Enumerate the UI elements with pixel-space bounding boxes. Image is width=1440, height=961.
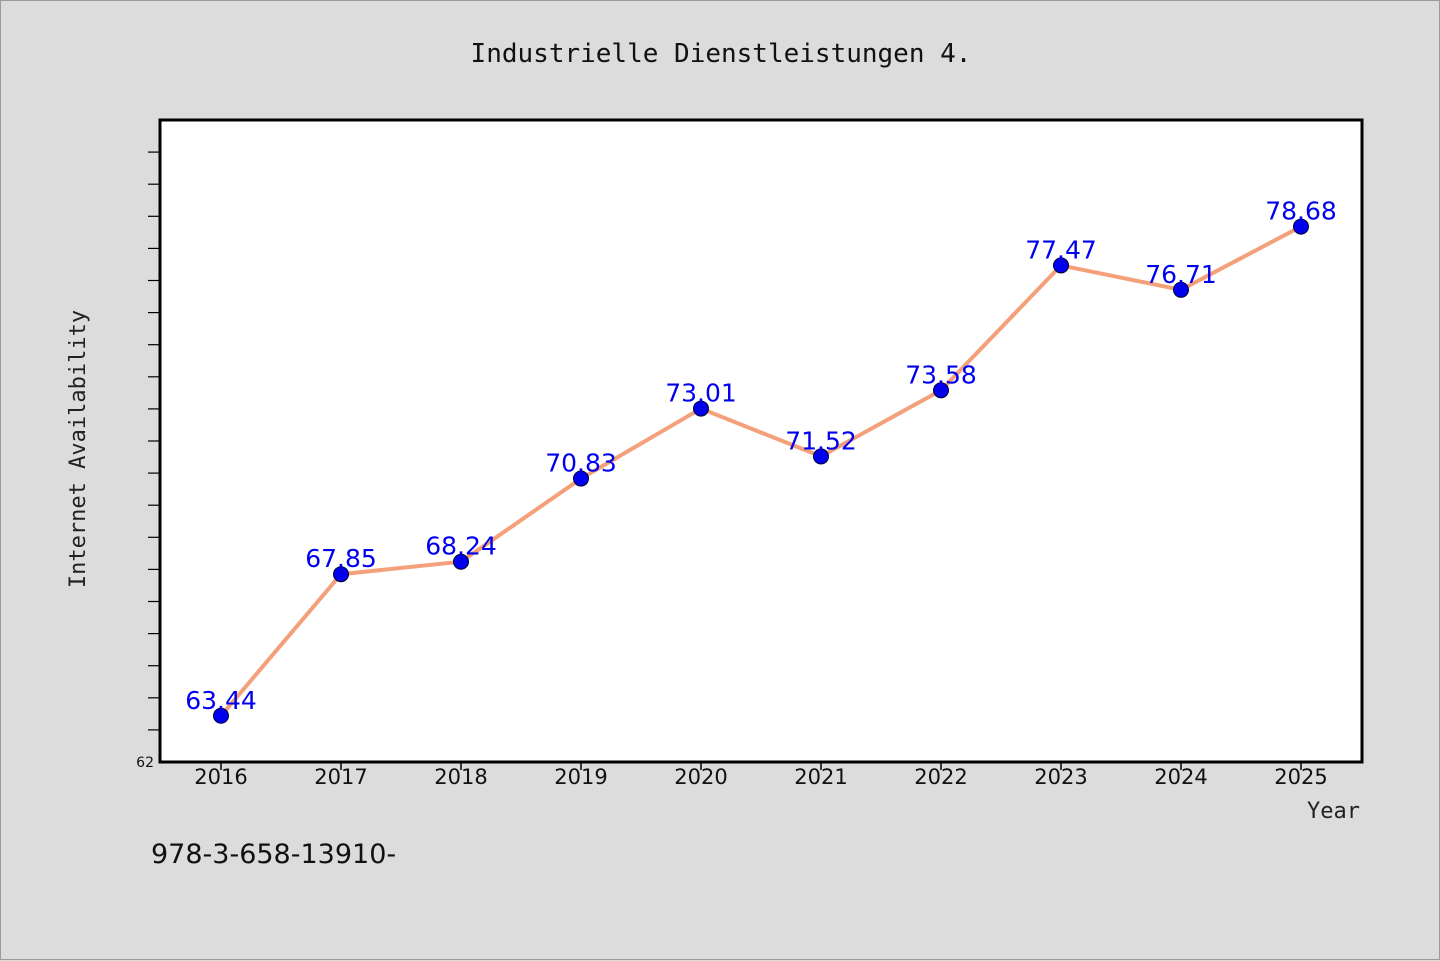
data-label: 77.47 (1025, 235, 1097, 264)
data-label: 73.01 (665, 379, 737, 408)
x-tick-label: 2024 (1154, 765, 1207, 789)
series-line (219, 224, 1303, 718)
data-label: 71.52 (785, 426, 857, 455)
plot-area (158, 118, 1364, 764)
chart-title: Industrielle Dienstleistungen 4. (471, 39, 972, 69)
series-group: 63.44 67.85 68.24 70.83 73.01 71.52 73.58 77.47… (185, 197, 1337, 724)
data-label: 78.68 (1265, 197, 1337, 226)
x-tick-label: 2023 (1034, 765, 1087, 789)
data-point-marker (213, 707, 229, 724)
data-label: 68.24 (425, 532, 497, 561)
x-tick-label: 2019 (554, 765, 607, 789)
data-label: 76.71 (1145, 260, 1217, 289)
data-point-marker (1293, 218, 1309, 235)
footer-isbn-text: 978-3-658-13910- (151, 839, 396, 870)
data-point-marker (453, 553, 469, 570)
x-tick-label: 2017 (314, 765, 367, 789)
y-axis-label: Internet Availability (66, 310, 91, 588)
data-point-marker (1173, 281, 1189, 298)
x-tick-label: 2020 (674, 765, 727, 789)
x-axis-label: Year (1307, 799, 1360, 824)
y-tick-label: 62 (136, 755, 154, 771)
data-point-marker (573, 470, 589, 487)
x-tick-label: 2025 (1274, 765, 1327, 789)
x-tick-label: 2021 (794, 765, 847, 789)
y-axis-ticks: 62 (136, 151, 160, 771)
data-point-marker (693, 400, 709, 417)
data-point-marker (1053, 257, 1069, 274)
data-label: 73.58 (905, 360, 977, 389)
data-point-marker (813, 448, 829, 465)
data-label: 70.83 (545, 449, 617, 478)
x-tick-label: 2016 (194, 765, 247, 789)
data-point-marker (333, 566, 349, 583)
x-tick-label: 2018 (434, 765, 487, 789)
x-axis-ticks: 2016 2017 2018 2019 2020 2021 2022 2023 2024 2025 (194, 762, 1328, 789)
x-tick-label: 2022 (914, 765, 967, 789)
data-label: 63.44 (185, 686, 257, 715)
data-label: 67.85 (305, 544, 377, 573)
data-point-marker (933, 382, 949, 399)
